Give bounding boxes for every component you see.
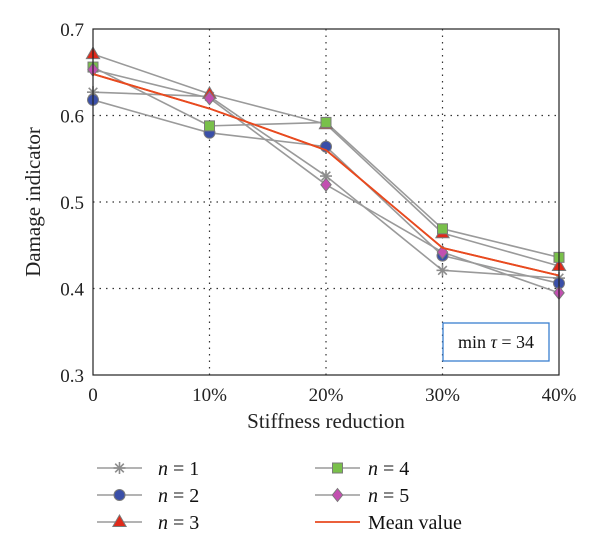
y-axis-title: Damage indicator bbox=[21, 127, 45, 277]
annotation-symbol: τ bbox=[490, 332, 497, 352]
legend-marker-3 bbox=[111, 513, 128, 528]
x-tick-label: 40% bbox=[542, 385, 577, 406]
legend-marker-1-stroke bbox=[114, 463, 125, 473]
legend-label-value: = 5 bbox=[378, 485, 409, 507]
legend-label-variable: n bbox=[368, 485, 378, 507]
legend-label-variable: n bbox=[158, 485, 168, 507]
legend-label-6: Mean value bbox=[368, 512, 462, 534]
data-point-series-4 bbox=[204, 120, 215, 132]
x-tick-labels: 0 10% 20% 30% 40% bbox=[88, 385, 576, 406]
legend-label-5: n = 5 bbox=[368, 485, 409, 507]
x-tick-label: 0 bbox=[88, 385, 98, 406]
legend-marker-5 bbox=[331, 487, 344, 503]
annotation-box: min τ = 34 bbox=[442, 322, 550, 362]
x-tick-label: 10% bbox=[192, 385, 227, 406]
x-tick-label: 30% bbox=[425, 385, 460, 406]
data-point-series-1 bbox=[436, 264, 449, 277]
legend-label-variable: n bbox=[368, 458, 378, 480]
data-point-series-1-stroke bbox=[321, 171, 331, 181]
data-point-series-5 bbox=[203, 90, 216, 106]
annotation-suffix: = 34 bbox=[497, 332, 534, 352]
annotation-text: min τ = 34 bbox=[458, 332, 534, 352]
legend-marker-1 bbox=[113, 462, 126, 474]
legend-label-variable: n bbox=[158, 458, 168, 480]
y-tick-labels: 0.3 0.4 0.5 0.6 0.7 bbox=[60, 20, 84, 387]
data-point-series-5 bbox=[320, 177, 332, 193]
legend-label-3: n = 3 bbox=[158, 512, 199, 534]
legend-label-4: n = 4 bbox=[368, 458, 409, 480]
y-tick-label: 0.4 bbox=[60, 280, 84, 301]
legend-marker-2 bbox=[113, 489, 126, 501]
legend-label-variable: n bbox=[158, 512, 168, 534]
legend-label-value: = 2 bbox=[168, 485, 199, 507]
legend-label-2: n = 2 bbox=[158, 485, 199, 507]
y-tick-label: 0.5 bbox=[60, 193, 84, 214]
legend-label-1: n = 1 bbox=[158, 458, 199, 480]
mean-value-line bbox=[92, 73, 560, 277]
x-axis-title: Stiffness reduction bbox=[247, 409, 405, 433]
y-tick-label: 0.7 bbox=[60, 20, 84, 41]
x-tick-label: 20% bbox=[309, 385, 344, 406]
legend-label-value: = 1 bbox=[168, 458, 199, 480]
y-tick-label: 0.6 bbox=[60, 107, 84, 128]
legend-label-value: = 3 bbox=[168, 512, 199, 534]
legend-marker-4 bbox=[332, 462, 343, 474]
annotation-frame bbox=[442, 322, 550, 362]
series-markers bbox=[85, 46, 567, 301]
data-point-series-4 bbox=[437, 223, 448, 235]
legend-label-value: = 4 bbox=[378, 458, 409, 480]
data-point-series-1-stroke bbox=[437, 265, 448, 276]
y-tick-label: 0.3 bbox=[60, 366, 84, 387]
plot-frame bbox=[92, 28, 560, 376]
annotation-prefix: min bbox=[458, 332, 491, 352]
data-point-series-4 bbox=[320, 116, 332, 128]
